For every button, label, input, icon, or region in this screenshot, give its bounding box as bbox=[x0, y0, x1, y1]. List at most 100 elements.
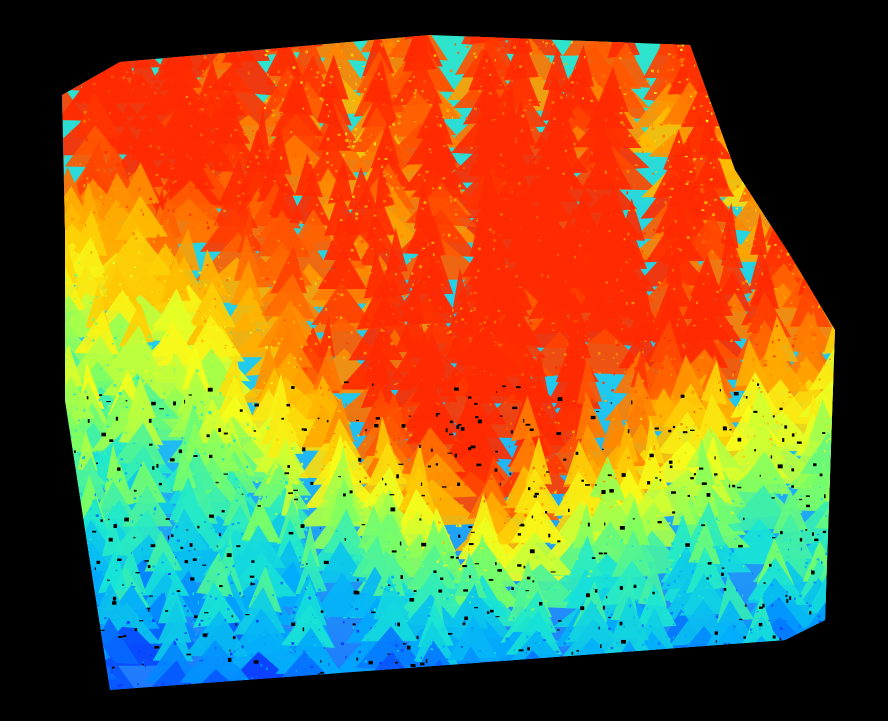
cloud-point bbox=[606, 543, 609, 546]
cloud-point bbox=[331, 322, 334, 325]
cloud-point bbox=[753, 238, 756, 240]
cloud-point bbox=[222, 458, 225, 461]
cloud-point bbox=[737, 204, 739, 208]
cloud-point bbox=[521, 226, 523, 230]
cloud-point bbox=[673, 580, 676, 583]
data-gap bbox=[254, 403, 259, 407]
cloud-point bbox=[77, 67, 79, 71]
cloud-point bbox=[668, 339, 670, 343]
cloud-point bbox=[108, 270, 111, 272]
cloud-point bbox=[570, 680, 573, 683]
data-gap bbox=[151, 401, 156, 406]
cloud-point bbox=[442, 145, 446, 147]
cloud-point bbox=[729, 154, 731, 156]
cloud-point bbox=[575, 52, 577, 55]
cloud-point bbox=[707, 272, 709, 275]
cloud-point bbox=[667, 159, 669, 162]
cloud-point bbox=[644, 340, 647, 342]
data-gap bbox=[557, 540, 561, 543]
data-gap bbox=[371, 611, 376, 614]
cloud-point bbox=[566, 144, 568, 146]
cloud-point bbox=[416, 409, 419, 412]
cloud-point bbox=[492, 230, 495, 234]
cloud-point bbox=[274, 99, 277, 102]
cloud-point bbox=[194, 186, 198, 189]
cloud-point bbox=[584, 334, 588, 337]
cloud-point bbox=[619, 86, 621, 89]
cloud-point bbox=[183, 441, 187, 445]
cloud-point bbox=[526, 585, 528, 588]
tree-crown bbox=[360, 363, 398, 409]
cloud-point bbox=[345, 139, 349, 142]
cloud-point bbox=[515, 275, 518, 278]
data-gap bbox=[77, 666, 81, 668]
cloud-point bbox=[826, 440, 828, 443]
cloud-point bbox=[89, 538, 92, 540]
data-gap bbox=[319, 527, 321, 529]
cloud-point bbox=[724, 405, 728, 407]
tree-crown bbox=[567, 0, 608, 24]
cloud-point bbox=[542, 512, 545, 514]
data-gap bbox=[649, 453, 654, 458]
cloud-point bbox=[461, 318, 465, 321]
cloud-point bbox=[258, 188, 260, 191]
cloud-point bbox=[648, 457, 651, 461]
cloud-point bbox=[338, 67, 341, 68]
data-gap bbox=[470, 445, 476, 449]
cloud-point bbox=[331, 76, 333, 78]
cloud-point bbox=[136, 461, 138, 464]
cloud-point bbox=[827, 541, 831, 544]
cloud-point bbox=[776, 294, 778, 297]
cloud-point bbox=[197, 556, 201, 558]
cloud-point bbox=[226, 279, 229, 282]
cloud-point bbox=[641, 624, 644, 628]
cloud-point bbox=[601, 686, 604, 688]
cloud-point bbox=[283, 319, 287, 322]
cloud-point bbox=[311, 636, 315, 638]
cloud-point bbox=[739, 85, 741, 88]
cloud-point bbox=[219, 392, 222, 396]
data-gap bbox=[488, 579, 494, 581]
data-gap bbox=[499, 415, 503, 417]
cloud-point bbox=[335, 170, 337, 172]
cloud-point bbox=[676, 323, 678, 327]
cloud-point bbox=[358, 468, 361, 470]
tree-crown bbox=[77, 428, 98, 471]
cloud-point bbox=[529, 321, 531, 325]
cloud-point bbox=[799, 250, 801, 252]
cloud-point bbox=[397, 592, 400, 595]
cloud-point bbox=[389, 195, 393, 198]
cloud-point bbox=[442, 552, 446, 555]
tree-crown bbox=[114, 195, 169, 241]
cloud-point bbox=[272, 545, 275, 548]
tree-crown bbox=[96, 145, 133, 189]
cloud-point bbox=[249, 331, 253, 334]
data-gap bbox=[603, 661, 608, 665]
cloud-point bbox=[350, 606, 353, 608]
cloud-point bbox=[187, 610, 189, 613]
cloud-point bbox=[349, 174, 351, 177]
cloud-point bbox=[489, 228, 492, 231]
cloud-point bbox=[442, 564, 446, 567]
cloud-point bbox=[601, 358, 605, 361]
cloud-point bbox=[810, 604, 813, 607]
cloud-point bbox=[628, 207, 631, 209]
cloud-point bbox=[190, 186, 193, 188]
cloud-point bbox=[116, 163, 119, 167]
cloud-point bbox=[681, 604, 684, 606]
tree-crown bbox=[62, 294, 97, 338]
cloud-point bbox=[562, 123, 564, 125]
cloud-point bbox=[89, 302, 93, 304]
cloud-point bbox=[770, 221, 773, 223]
cloud-point bbox=[543, 488, 546, 490]
cloud-point bbox=[567, 637, 570, 640]
cloud-point bbox=[368, 47, 371, 49]
cloud-point bbox=[201, 75, 204, 78]
cloud-point bbox=[541, 436, 544, 440]
cloud-point bbox=[829, 601, 832, 604]
cloud-point bbox=[724, 460, 726, 463]
cloud-point bbox=[338, 249, 341, 252]
cloud-point bbox=[570, 75, 572, 77]
cloud-point bbox=[684, 452, 687, 454]
